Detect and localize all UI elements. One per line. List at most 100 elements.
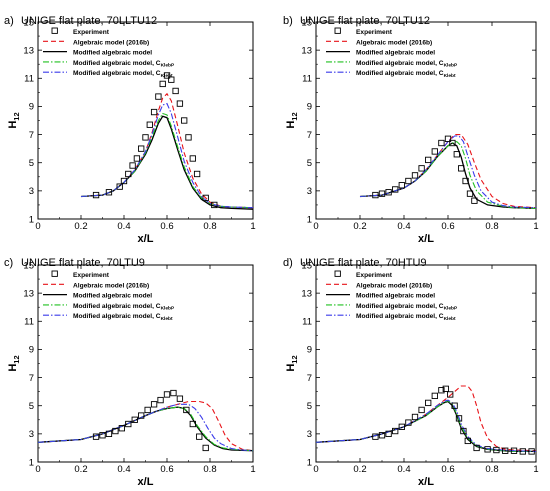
experiment-point [372,191,379,199]
experiment-point [202,194,209,202]
y-tick-label: 5 [307,158,312,169]
series-line-modified [315,400,536,453]
legend-entry-algebraic-2016b: Algebraic model (2016b) [73,282,149,289]
y-tick-label: 11 [302,317,312,328]
experiment-point [131,416,138,423]
experiment-point [510,447,518,454]
y-tick-label: 1 [29,457,34,468]
y-axis-title: H12 [7,112,21,128]
x-tick-label: 0.4 [397,221,410,232]
x-tick-label: 0.8 [203,464,216,475]
series-line-kleb-p [359,140,537,209]
x-tick-label: 1 [250,464,255,475]
y-tick-label: 13 [23,288,34,299]
experiment-point [453,151,460,158]
experiment-point [484,446,491,453]
legend-entry-experiment: Experiment [73,29,110,36]
y-axis-title: H12 [285,355,299,371]
experiment-point [385,430,392,438]
series-line-modified [359,142,537,210]
experiment-point [92,433,100,440]
x-tick-label: 0.4 [117,464,130,475]
y-tick-label: 15 [301,17,312,28]
y-tick-label: 7 [29,130,34,141]
experiment-point [471,197,478,204]
experiment-point [181,117,188,124]
legend-entry-kleb-p: Modified algebraic model, CKlebP [356,60,458,69]
experiment-point [392,186,399,193]
x-tick-label: 0.6 [441,221,454,232]
y-tick-label: 15 [23,260,34,271]
x-tick-label: 1 [533,221,538,232]
experiment-point [519,448,526,455]
x-tick-label: 0 [313,221,318,232]
experiment-point [425,399,432,407]
legend-marker-experiment [334,270,341,277]
x-tick-label: 0.8 [203,221,216,232]
experiment-point [425,156,432,164]
experiment-point [385,189,392,196]
legend-entry-kleb-t: Modified algebraic model, CKlebt [73,313,173,322]
x-tick-label: 0 [35,464,40,475]
experiment-point [172,87,179,95]
experiment-point [125,420,132,428]
y-tick-label: 13 [23,45,34,56]
x-tick-label: 0 [313,464,318,475]
legend-entry-algebraic-2016b: Algebraic model (2016b) [356,282,432,289]
experiment-point [120,177,128,185]
experiment-point [411,172,419,179]
experiment-point [105,189,113,196]
legend-entry-experiment: Experiment [356,272,393,279]
y-tick-label: 9 [29,345,34,356]
experiment-point [159,80,166,88]
experiment-point [176,100,184,107]
y-tick-label: 15 [23,17,34,28]
y-tick-label: 9 [307,102,312,113]
legend-entry-algebraic-2016b: Algebraic model (2016b) [73,39,149,46]
experiment-point [464,437,471,445]
chart-title: UNIGE flat plate, 70HTU9 [300,257,427,269]
experiment-point [392,427,399,435]
x-axis-title: x/L [138,476,154,488]
experiment-point [455,415,463,422]
experiment-point [183,406,190,414]
legend-entry-modified: Modified algebraic model [356,293,435,300]
series-line-modified [37,406,254,452]
series-line-kleb-t [37,403,254,452]
experiment-point [92,191,100,199]
experiment-point [112,427,119,435]
legend-entry-kleb-p: Modified algebraic model, CKlebP [73,303,175,312]
y-tick-label: 3 [307,186,312,197]
experiment-point [202,444,209,452]
experiment-point [176,395,184,402]
legend-entry-modified: Modified algebraic model [73,293,152,300]
y-tick-label: 15 [301,260,312,271]
experiment-point [163,72,171,79]
panel-label: a) [4,15,14,27]
y-tick-label: 13 [301,45,312,56]
legend-entry-experiment: Experiment [73,272,110,279]
experiment-point [138,145,145,152]
experiment-point [144,406,151,414]
experiment-point [378,432,386,439]
experiment-point [118,425,126,432]
x-tick-label: 0.2 [74,221,87,232]
legend-entry-kleb-t: Modified algebraic model, CKlebt [356,70,456,79]
experiment-point [438,387,445,394]
x-tick-label: 0.2 [353,221,366,232]
experiment-point [431,392,438,400]
experiment-point [211,201,218,209]
experiment-point [163,391,171,398]
experiment-point [129,162,136,169]
series-line-kleb-p [37,406,254,452]
y-axis-title: H12 [285,112,299,128]
experiment-point [458,165,465,172]
chart-panel-4: d) UNIGE flat plate, 70HTU9 0 0.2 0.4 0.6 0.8 1… [283,257,539,488]
y-tick-label: 9 [29,102,34,113]
legend-marker-experiment [51,270,58,277]
series-line-algebraic-2016b [80,92,254,209]
experiment-point [447,391,454,398]
x-tick-label: 0.6 [441,464,454,475]
x-tick-label: 1 [250,221,255,232]
